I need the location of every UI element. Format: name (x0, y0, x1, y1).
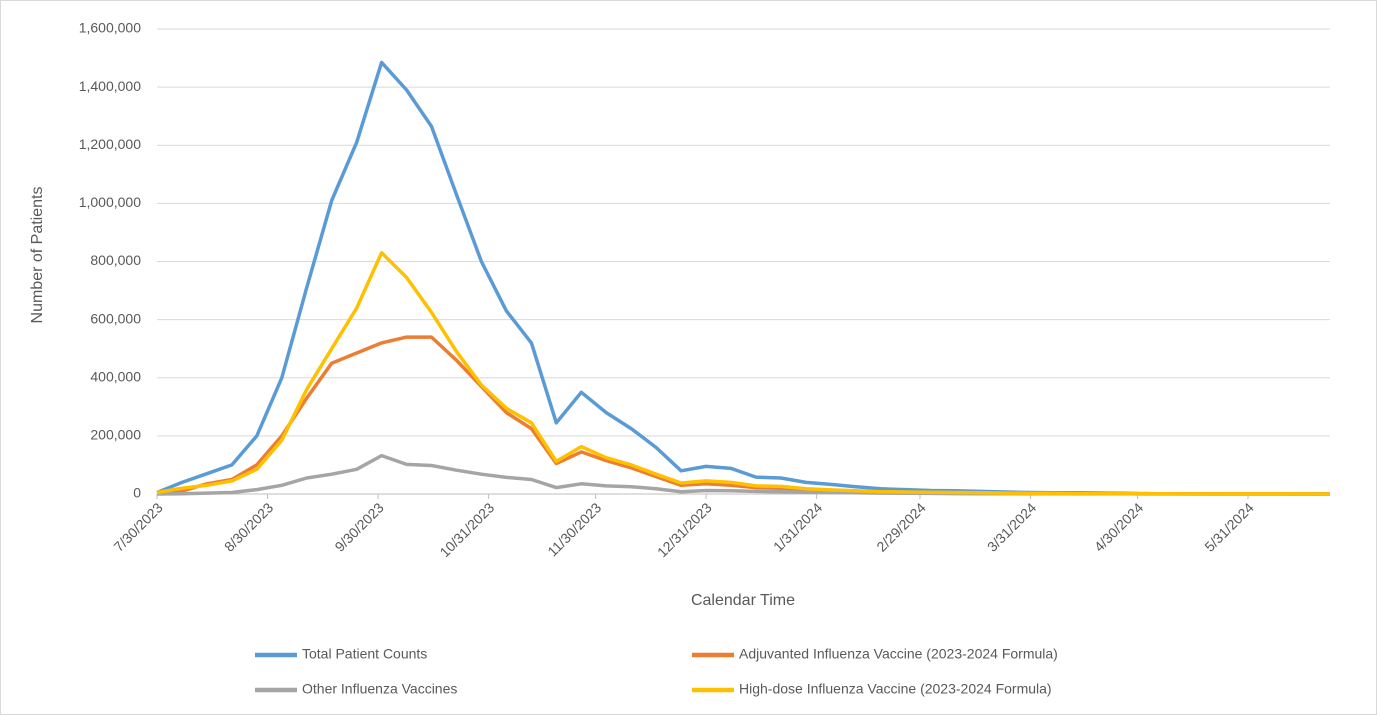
y-tick-label: 1,200,000 (79, 136, 141, 152)
legend-label: Other Influenza Vaccines (302, 681, 457, 697)
series-line (156, 251, 1331, 496)
y-tick-label: 1,000,000 (79, 194, 141, 210)
y-axis-title: Number of Patients (29, 187, 46, 324)
legend-label: Total Patient Counts (302, 646, 427, 662)
y-tick-label: 200,000 (90, 427, 141, 443)
x-axis-title: Calendar Time (691, 592, 795, 609)
legend-label: High-dose Influenza Vaccine (2023-2024 F… (739, 681, 1052, 697)
y-tick-label: 800,000 (90, 252, 141, 268)
y-tick-label: 0 (133, 485, 141, 501)
legend-label: Adjuvanted Influenza Vaccine (2023-2024 … (739, 646, 1058, 662)
y-tick-label: 1,400,000 (79, 78, 141, 94)
y-tick-label: 600,000 (90, 310, 141, 326)
y-tick-label: 1,600,000 (79, 20, 141, 36)
y-tick-label: 400,000 (90, 368, 141, 384)
